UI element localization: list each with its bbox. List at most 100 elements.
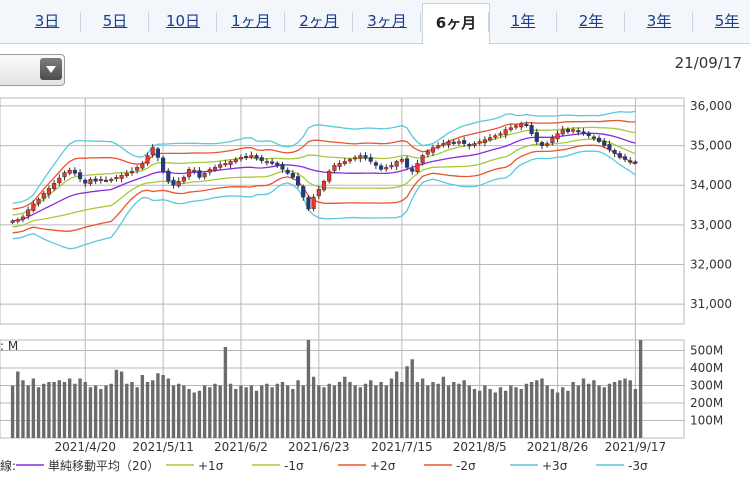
candle (67, 169, 72, 174)
candle (581, 131, 586, 134)
tab-7[interactable]: 1年 (510, 12, 536, 30)
volume-bar (467, 385, 472, 438)
tab-1[interactable]: 5日 (102, 12, 128, 30)
candle (571, 129, 576, 132)
candle (36, 198, 41, 205)
tab-separator (148, 12, 149, 32)
volume-bar (353, 385, 357, 438)
volume-bar (612, 382, 617, 438)
candle (275, 162, 280, 166)
tab-2[interactable]: 10日 (165, 12, 201, 30)
candle (119, 175, 124, 179)
candle (62, 172, 67, 178)
candle (88, 179, 93, 184)
volume-bar (73, 383, 77, 438)
volume-bar (592, 380, 596, 438)
tab-6[interactable]: 6ヶ月 (422, 3, 490, 45)
candle (503, 129, 508, 135)
volume-bar (571, 382, 575, 438)
volume-bar (145, 382, 150, 438)
volume-bar (524, 383, 529, 438)
volume-tick-label: 100M (690, 414, 723, 428)
tab-separator (488, 12, 489, 32)
volume-bar (405, 366, 409, 438)
volume-bar (285, 385, 290, 438)
volume-bar (452, 382, 456, 438)
volume-bar (478, 390, 482, 438)
chart-type-dropdown[interactable] (0, 54, 65, 86)
candle (264, 161, 269, 164)
candle (602, 140, 607, 146)
candle (207, 169, 212, 173)
candle (472, 143, 477, 146)
candle (212, 167, 218, 171)
candle (26, 209, 31, 217)
candle (233, 159, 238, 163)
volume-bar (140, 375, 145, 438)
candle (321, 181, 327, 191)
candle (456, 141, 462, 144)
tab-10[interactable]: 5年 (714, 12, 740, 30)
candle (477, 141, 482, 144)
volume-bar (436, 383, 440, 438)
tab-5[interactable]: 3ヶ月 (367, 12, 407, 30)
candle (301, 186, 306, 198)
chevron-down-icon[interactable] (40, 58, 62, 80)
volume-bar (633, 389, 638, 438)
legend-label: -1σ (284, 459, 304, 473)
volume-bar (119, 371, 124, 438)
volume-bar (249, 385, 254, 438)
tab-8[interactable]: 2年 (578, 12, 604, 30)
candle (171, 179, 176, 186)
date-tick-label: 2021/6/2 (214, 440, 268, 454)
candle (295, 176, 301, 186)
candle (311, 196, 316, 209)
tab-separator (556, 12, 557, 32)
candle (373, 162, 378, 166)
candle (513, 125, 519, 128)
candle (31, 203, 36, 211)
volume-bar (291, 389, 295, 438)
candle (98, 179, 103, 182)
volume-bar (306, 340, 311, 438)
candle (617, 153, 622, 158)
tab-3[interactable]: 1ヶ月 (231, 12, 271, 30)
candle (332, 165, 337, 171)
volume-bar (47, 382, 51, 438)
tab-4[interactable]: 2ヶ月 (299, 12, 339, 30)
volume-bar (441, 376, 446, 438)
volume-bar (415, 382, 420, 438)
volume-bar (275, 383, 279, 438)
candle (399, 159, 404, 162)
volume-bar (343, 376, 347, 438)
legend-label: +3σ (542, 459, 568, 473)
candle (591, 136, 596, 139)
volume-bar (374, 385, 378, 438)
volume-bar (566, 390, 570, 438)
legend-label: 単純移動平均（20） (48, 459, 159, 473)
volume-bar (337, 382, 342, 438)
volume-bar (597, 385, 601, 438)
tab-0[interactable]: 3日 (34, 12, 60, 30)
volume-bar (628, 380, 632, 438)
tab-9[interactable]: 3年 (646, 12, 672, 30)
date-tick-label: 2021/5/11 (132, 440, 194, 454)
volume-bar (607, 383, 612, 438)
candle (10, 220, 15, 223)
candle (238, 157, 244, 160)
plus-3sigma-line (12, 110, 636, 204)
candle (244, 156, 249, 159)
candle (176, 181, 181, 187)
minus-3sigma-line (12, 150, 636, 250)
candle (519, 123, 524, 128)
volume-bar (182, 385, 186, 438)
volume-bar (493, 392, 497, 438)
candle (451, 141, 456, 144)
volume-bar (348, 382, 352, 438)
volume-bar (99, 389, 103, 438)
volume-bar (488, 389, 492, 438)
volume-tick-label: 400M (690, 361, 723, 375)
candle (254, 155, 259, 159)
last-date-label: 21/09/17 (674, 54, 742, 72)
tab-separator (420, 12, 421, 32)
